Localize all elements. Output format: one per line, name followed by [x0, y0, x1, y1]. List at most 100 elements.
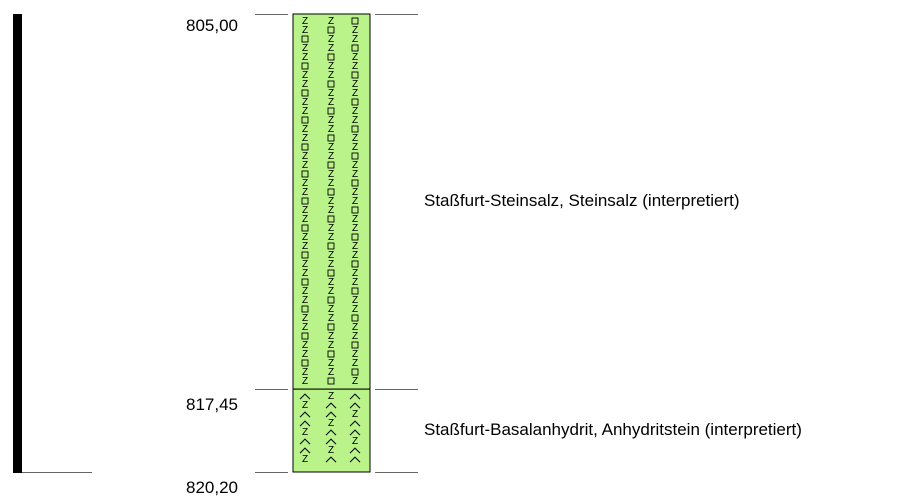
salt-z-symbol: Z [352, 358, 358, 369]
layer-anhydrit: Z Z Z Z Z Z Z Z [292, 388, 371, 473]
anhydrite-caret-symbol [299, 420, 311, 427]
salt-square-symbol [301, 359, 309, 367]
salt-square-symbol [351, 341, 359, 349]
salt-z-symbol: Z [352, 214, 358, 225]
depth-scale-bar [13, 14, 22, 473]
salt-z-symbol: Z [352, 34, 358, 45]
salt-z-symbol: Z [328, 178, 334, 189]
salt-square-symbol [351, 260, 359, 268]
salt-z-symbol: Z [302, 124, 308, 135]
salt-square-symbol [301, 116, 309, 124]
salt-z-symbol: Z [352, 52, 358, 63]
salt-z-symbol: Z [352, 61, 358, 72]
salt-square-symbol [351, 287, 359, 295]
salt-z-symbol: Z [302, 97, 308, 108]
salt-z-symbol: Z [352, 322, 358, 333]
salt-z-symbol: Z [328, 142, 334, 153]
salt-z-symbol: Z [328, 88, 334, 99]
salt-z-symbol: Z [302, 232, 308, 243]
salt-z-symbol: Z [302, 367, 308, 378]
salt-z-symbol: Z [352, 268, 358, 279]
salt-z-symbol: Z [302, 187, 308, 198]
depth-label: 820,20 [186, 478, 238, 497]
anhydrite-caret-symbol [349, 429, 361, 436]
salt-square-symbol [301, 143, 309, 151]
anhydrite-caret-symbol [299, 447, 311, 454]
salt-square-symbol [327, 269, 335, 277]
salt-z-symbol: Z [352, 79, 358, 90]
salt-z-symbol: Z [328, 277, 334, 288]
salt-z-symbol: Z [302, 52, 308, 63]
salt-z-symbol: Z [328, 196, 334, 207]
salt-z-symbol: Z [328, 34, 334, 45]
salt-z-symbol: Z [302, 160, 308, 171]
salt-square-symbol [351, 368, 359, 376]
salt-square-symbol [327, 296, 335, 304]
salt-square-symbol [327, 161, 335, 169]
salt-square-symbol [351, 44, 359, 52]
salt-z-symbol: Z [302, 376, 308, 387]
salt-z-symbol: Z [352, 133, 358, 144]
salt-square-symbol [351, 98, 359, 106]
salt-z-symbol: Z [352, 196, 358, 207]
anhydrite-caret-symbol [299, 411, 311, 418]
salt-z-symbol: Z [328, 205, 334, 216]
anhydrite-caret-symbol [349, 420, 361, 427]
salt-z-symbol: Z [352, 250, 358, 261]
salt-z-symbol: Z [328, 367, 334, 378]
salt-z-symbol: Z [328, 250, 334, 261]
salt-square-symbol [301, 224, 309, 232]
salt-z-symbol: Z [302, 340, 308, 351]
salt-square-symbol [301, 197, 309, 205]
salt-square-symbol [351, 206, 359, 214]
salt-z-symbol: Z [352, 295, 358, 306]
salt-square-symbol [327, 377, 335, 385]
salt-square-symbol [351, 179, 359, 187]
salt-z-symbol: Z [352, 142, 358, 153]
salt-z-symbol: Z [352, 331, 358, 342]
salt-z-symbol: Z [302, 16, 308, 27]
anhydrite-caret-symbol [325, 456, 337, 463]
anhydrite-z-symbol: Z [328, 445, 334, 456]
salt-z-symbol: Z [328, 259, 334, 270]
anhydrite-caret-symbol [325, 438, 337, 445]
salt-z-symbol: Z [352, 376, 358, 387]
salt-square-symbol [301, 89, 309, 97]
salt-square-symbol [327, 215, 335, 223]
salt-z-symbol: Z [352, 241, 358, 252]
salt-z-symbol: Z [302, 214, 308, 225]
salt-z-symbol: Z [328, 340, 334, 351]
salt-square-symbol [301, 62, 309, 70]
salt-z-symbol: Z [328, 43, 334, 54]
salt-z-symbol: Z [328, 313, 334, 324]
salt-z-symbol: Z [352, 349, 358, 360]
salt-z-symbol: Z [352, 160, 358, 171]
anhydrite-caret-symbol [349, 447, 361, 454]
salt-square-symbol [351, 125, 359, 133]
salt-square-symbol [327, 242, 335, 250]
anhydrite-z-symbol: Z [352, 409, 358, 420]
salt-z-symbol: Z [328, 115, 334, 126]
anhydrite-caret-symbol [325, 411, 337, 418]
salt-square-symbol [327, 80, 335, 88]
salt-square-symbol [327, 323, 335, 331]
salt-z-symbol: Z [352, 187, 358, 198]
layer-label: Staßfurt-Steinsalz, Steinsalz (interpret… [424, 190, 740, 210]
anhydrite-caret-symbol [349, 456, 361, 463]
salt-z-symbol: Z [302, 151, 308, 162]
salt-square-symbol [327, 134, 335, 142]
salt-square-symbol [351, 314, 359, 322]
salt-z-symbol: Z [328, 61, 334, 72]
salt-z-symbol: Z [328, 151, 334, 162]
anhydrite-z-symbol: Z [302, 454, 308, 465]
salt-square-symbol [327, 26, 335, 34]
salt-z-symbol: Z [302, 205, 308, 216]
salt-z-symbol: Z [302, 313, 308, 324]
anhydrite-z-symbol: Z [352, 436, 358, 447]
layer-label: Staßfurt-Basalanhydrit, Anhydritstein (i… [424, 419, 802, 439]
salt-z-symbol: Z [352, 88, 358, 99]
anhydrite-z-symbol: Z [328, 418, 334, 429]
depth-ticks [255, 14, 418, 473]
anhydrite-caret-symbol [299, 393, 311, 400]
